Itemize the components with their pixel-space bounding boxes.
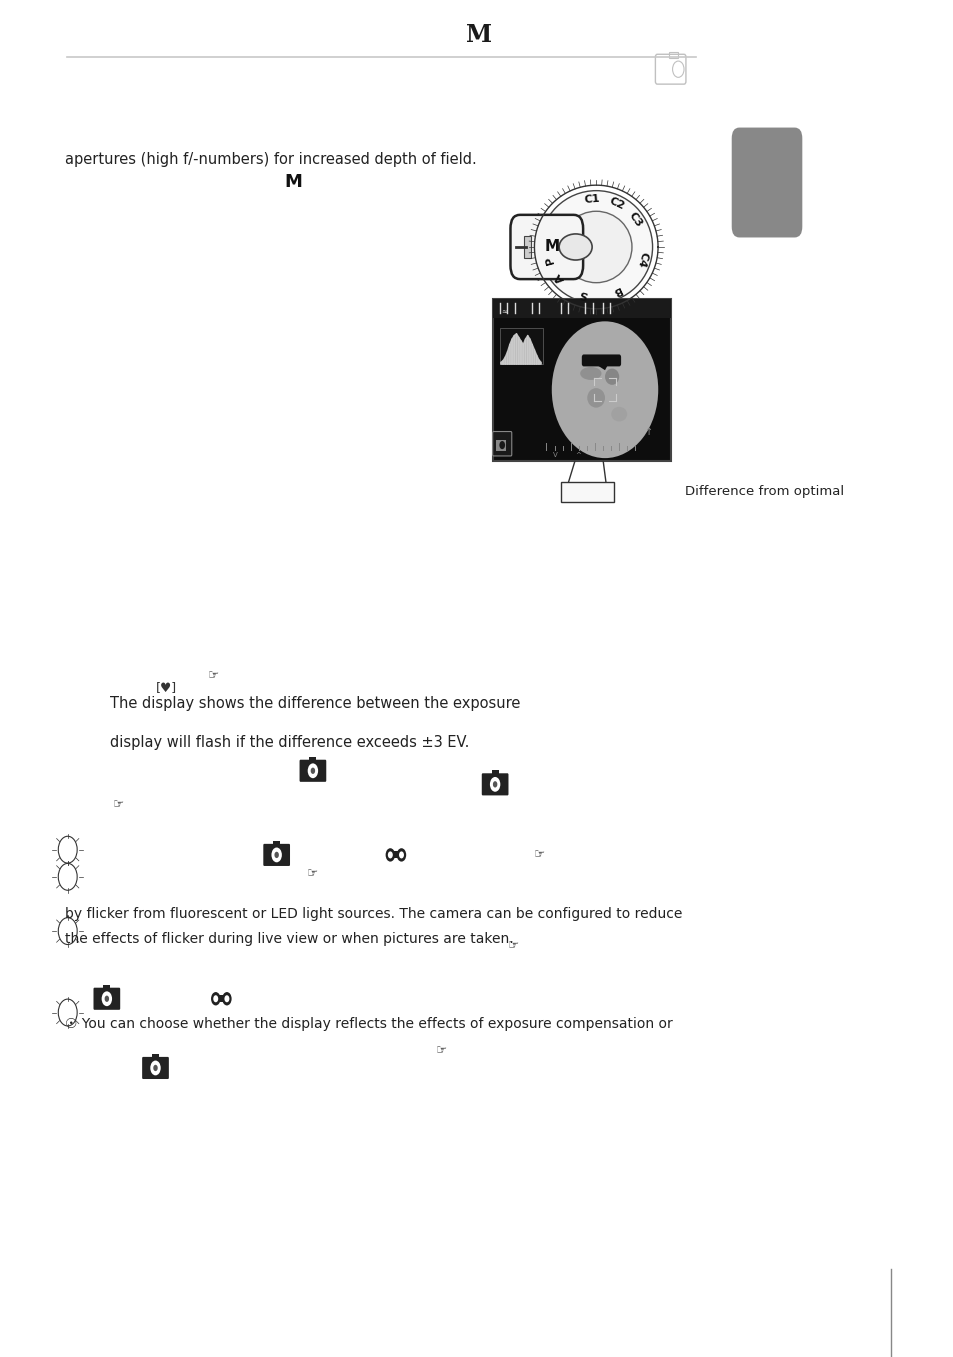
Polygon shape — [587, 358, 610, 370]
Circle shape — [151, 1061, 160, 1075]
Circle shape — [274, 852, 278, 858]
FancyBboxPatch shape — [263, 844, 290, 866]
Circle shape — [153, 1065, 157, 1071]
Bar — [309, 757, 316, 763]
Text: apertures (high f/-numbers) for increased depth of field.: apertures (high f/-numbers) for increase… — [65, 152, 476, 167]
Circle shape — [224, 995, 229, 1003]
Text: ☞: ☞ — [208, 669, 219, 683]
Bar — [560, 482, 613, 502]
Text: M: M — [284, 174, 302, 191]
Text: ☞: ☞ — [112, 798, 124, 811]
Bar — [496, 440, 505, 451]
Text: V: V — [553, 452, 558, 457]
Ellipse shape — [539, 190, 652, 304]
Bar — [668, 52, 678, 58]
Circle shape — [385, 848, 395, 862]
FancyBboxPatch shape — [510, 214, 582, 280]
Bar — [493, 299, 670, 318]
Text: ≈: ≈ — [500, 308, 506, 315]
Polygon shape — [612, 358, 618, 365]
Text: M: M — [544, 239, 559, 255]
Text: B: B — [610, 284, 621, 297]
Text: ☞: ☞ — [436, 1044, 447, 1057]
Bar — [215, 995, 227, 1003]
Text: [♥]: [♥] — [155, 681, 176, 695]
Text: Difference from optimal: Difference from optimal — [684, 486, 843, 498]
Bar — [152, 1054, 159, 1058]
Text: display will flash if the difference exceeds ±3 EV.: display will flash if the difference exc… — [110, 735, 469, 750]
Text: ☞: ☞ — [507, 939, 518, 953]
FancyBboxPatch shape — [731, 128, 801, 237]
Circle shape — [398, 851, 403, 859]
Circle shape — [396, 848, 406, 862]
Circle shape — [102, 992, 112, 1006]
Bar — [499, 328, 542, 364]
Ellipse shape — [604, 369, 618, 385]
Bar — [493, 299, 670, 461]
FancyBboxPatch shape — [481, 773, 508, 795]
Circle shape — [211, 992, 220, 1006]
Bar — [273, 841, 280, 847]
Circle shape — [308, 764, 317, 778]
Text: C2: C2 — [607, 195, 625, 212]
Text: by flicker from fluorescent or LED light sources. The camera can be configured t: by flicker from fluorescent or LED light… — [65, 908, 681, 921]
Text: P: P — [543, 254, 555, 265]
Text: C1: C1 — [583, 194, 599, 205]
FancyBboxPatch shape — [93, 988, 120, 1010]
Circle shape — [311, 768, 314, 773]
Bar — [390, 851, 401, 859]
Text: C4: C4 — [635, 251, 649, 269]
Ellipse shape — [587, 388, 604, 407]
Ellipse shape — [579, 366, 600, 380]
Ellipse shape — [558, 233, 592, 261]
Ellipse shape — [551, 322, 658, 459]
Bar — [103, 985, 111, 991]
Ellipse shape — [560, 212, 631, 282]
FancyBboxPatch shape — [581, 354, 620, 366]
Bar — [491, 771, 498, 776]
Circle shape — [490, 778, 499, 791]
Circle shape — [105, 996, 109, 1001]
FancyBboxPatch shape — [142, 1057, 169, 1079]
Circle shape — [388, 851, 393, 859]
Text: C3: C3 — [626, 210, 643, 229]
FancyBboxPatch shape — [492, 432, 511, 456]
Text: ☞: ☞ — [307, 867, 318, 881]
Circle shape — [493, 782, 497, 787]
FancyBboxPatch shape — [299, 760, 326, 782]
Text: S: S — [578, 288, 588, 300]
Text: ☞: ☞ — [534, 848, 545, 862]
Text: M: M — [465, 23, 492, 47]
Circle shape — [272, 848, 281, 862]
Circle shape — [213, 995, 218, 1003]
Circle shape — [498, 441, 504, 449]
Text: A: A — [552, 271, 565, 285]
Text: ^: ^ — [575, 452, 580, 457]
Text: the effects of flicker during live view or when pictures are taken.: the effects of flicker during live view … — [65, 932, 513, 946]
Circle shape — [222, 992, 232, 1006]
Ellipse shape — [611, 407, 626, 422]
Text: ☉ You can choose whether the display reflects the effects of exposure compensati: ☉ You can choose whether the display ref… — [65, 1018, 672, 1031]
Text: ↑: ↑ — [644, 427, 653, 437]
Text: The display shows the difference between the exposure: The display shows the difference between… — [110, 696, 519, 711]
Bar — [523, 236, 531, 258]
